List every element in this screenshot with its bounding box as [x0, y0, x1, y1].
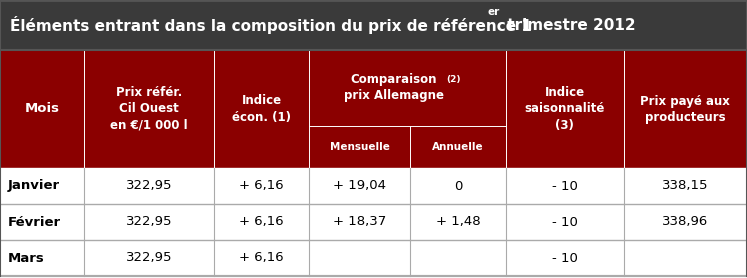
- Text: Prix payé aux
producteurs: Prix payé aux producteurs: [640, 95, 731, 123]
- Text: - 10: - 10: [552, 215, 577, 229]
- Text: Mensuelle: Mensuelle: [330, 142, 390, 152]
- Text: + 18,37: + 18,37: [333, 215, 386, 229]
- Text: - 10: - 10: [552, 252, 577, 264]
- Text: Mars: Mars: [7, 252, 44, 264]
- Text: + 6,16: + 6,16: [239, 215, 284, 229]
- Text: er: er: [488, 8, 500, 18]
- Text: Indice
écon. (1): Indice écon. (1): [232, 95, 291, 123]
- Text: 338,96: 338,96: [662, 215, 708, 229]
- Text: 338,15: 338,15: [662, 180, 709, 192]
- Text: (2): (2): [446, 75, 461, 85]
- Text: + 1,48: + 1,48: [436, 215, 480, 229]
- Bar: [0, 204, 747, 240]
- Bar: [0, 0, 747, 50]
- Text: Indice
saisonnalité
(3): Indice saisonnalité (3): [524, 86, 605, 131]
- Bar: [0, 168, 747, 204]
- Text: Annuelle: Annuelle: [433, 142, 484, 152]
- Text: Comparaison
prix Allemagne: Comparaison prix Allemagne: [344, 73, 444, 102]
- Text: 0: 0: [454, 180, 462, 192]
- Bar: [0, 240, 747, 276]
- Text: 322,95: 322,95: [125, 252, 172, 264]
- Text: 322,95: 322,95: [125, 215, 172, 229]
- Text: Prix référ.
Cil Ouest
en €/1 000 l: Prix référ. Cil Ouest en €/1 000 l: [110, 86, 187, 131]
- Text: - 10: - 10: [552, 180, 577, 192]
- Text: Janvier: Janvier: [7, 180, 60, 192]
- Text: Éléments entrant dans la composition du prix de référence 1: Éléments entrant dans la composition du …: [10, 16, 532, 34]
- Text: + 6,16: + 6,16: [239, 252, 284, 264]
- Text: trimestre 2012: trimestre 2012: [502, 18, 636, 33]
- Bar: [0, 50, 747, 168]
- Text: + 6,16: + 6,16: [239, 180, 284, 192]
- Text: 322,95: 322,95: [125, 180, 172, 192]
- Text: Mois: Mois: [25, 103, 59, 115]
- Text: + 19,04: + 19,04: [333, 180, 386, 192]
- Text: Février: Février: [7, 215, 61, 229]
